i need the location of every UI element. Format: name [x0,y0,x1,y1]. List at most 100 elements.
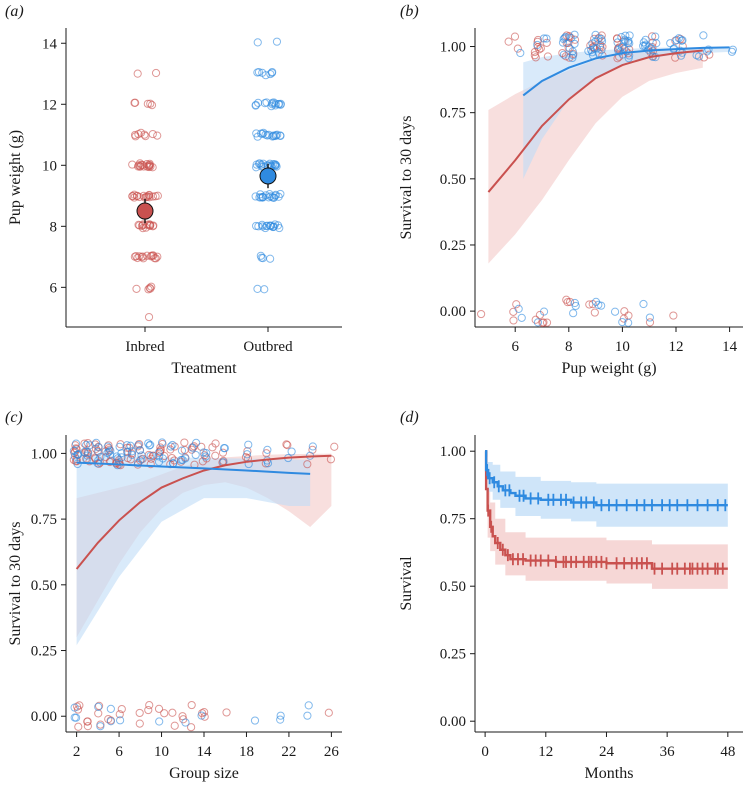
data-point [251,101,260,110]
x-axis-title: Group size [169,765,239,782]
data-point [106,446,115,455]
y-axis-title: Survival to 30 days [7,522,24,646]
x-tick-label: 10 [154,744,169,760]
y-tick-label: 0.00 [440,714,466,730]
data-point [512,300,521,309]
data-point [153,191,162,200]
data-point [180,438,189,447]
data-point [253,68,262,77]
data-point [69,446,78,456]
data-point [132,284,141,293]
data-point [542,318,552,327]
data-point [154,448,163,458]
data-point [260,285,269,294]
data-point [560,33,569,43]
data-point [282,440,291,449]
data-point [83,451,92,460]
data-point [535,45,544,54]
x-tick-label: 8 [565,339,573,355]
data-point [276,715,285,724]
panel-label: (c) [5,409,23,426]
data-point [268,67,277,77]
panel-label: (a) [5,3,24,20]
data-point [565,44,574,53]
data-point [570,298,579,308]
data-point [145,701,154,710]
data-point [561,32,570,42]
data-point [594,300,603,310]
data-point [646,48,655,57]
data-point [136,456,145,465]
panel-label: (d) [400,409,419,426]
y-axis-title: Survival to 30 days [398,116,415,240]
x-tick-label: 22 [281,744,296,760]
data-point [130,193,139,202]
data-point [598,42,607,51]
x-tick-label: 14 [197,744,213,760]
data-point [639,38,648,47]
data-point [117,449,126,458]
data-point [271,160,280,170]
data-point [324,708,333,717]
data-point [135,708,144,718]
data-point [539,34,549,43]
data-point [177,455,186,465]
data-point [117,453,126,462]
data-point [256,193,265,202]
data-point [135,439,144,449]
data-point [135,221,144,230]
data-point [133,69,142,78]
fit-line-outbred [522,46,730,97]
data-point [517,313,526,322]
x-tick-label: 26 [324,744,340,760]
y-tick-label: 0.50 [440,172,466,188]
fit-line-outbred [76,461,311,475]
y-tick-label: 1.00 [440,444,466,460]
data-point [243,447,252,456]
data-point [192,438,201,448]
data-point [509,307,518,316]
data-point [590,308,599,317]
data-point [618,317,627,327]
panel-d: 0.00 0.25 0.50 0.75 1.00 0 12 24 36 48 Months Survi… [398,409,743,782]
data-point [135,446,145,455]
data-point [648,32,657,41]
panel-b: 0.00 0.25 0.50 0.75 1.00 6 8 10 12 14 Pup weight (… [398,3,743,377]
data-point [645,313,654,322]
data-point [640,41,650,50]
data-point [144,439,153,448]
data-point [197,711,206,720]
data-point [287,447,296,456]
y-tick-label: 0.75 [440,106,466,122]
data-point [677,36,686,45]
data-point [145,441,154,450]
data-point [170,442,179,451]
data-point [533,40,542,50]
data-point [308,442,317,451]
x-tick-label: 48 [720,744,735,760]
data-point [187,723,196,732]
data-point [569,309,578,318]
data-point [253,38,262,47]
data-point [617,33,626,42]
data-point [154,704,164,713]
data-point [128,160,137,169]
data-point [143,99,152,108]
data-point [531,315,540,324]
data-point [106,704,115,713]
data-point [477,309,486,319]
data-point [153,131,162,140]
data-point [201,452,210,461]
data-point [678,42,687,51]
data-point [253,132,262,141]
data-point [509,316,518,325]
data-point [94,701,104,710]
data-point [187,700,196,710]
data-point [197,442,206,451]
data-point [610,307,620,316]
data-point [565,297,575,307]
data-point [568,53,577,63]
ci-ribbon [485,451,728,527]
data-point [70,703,79,712]
data-point [151,68,161,78]
